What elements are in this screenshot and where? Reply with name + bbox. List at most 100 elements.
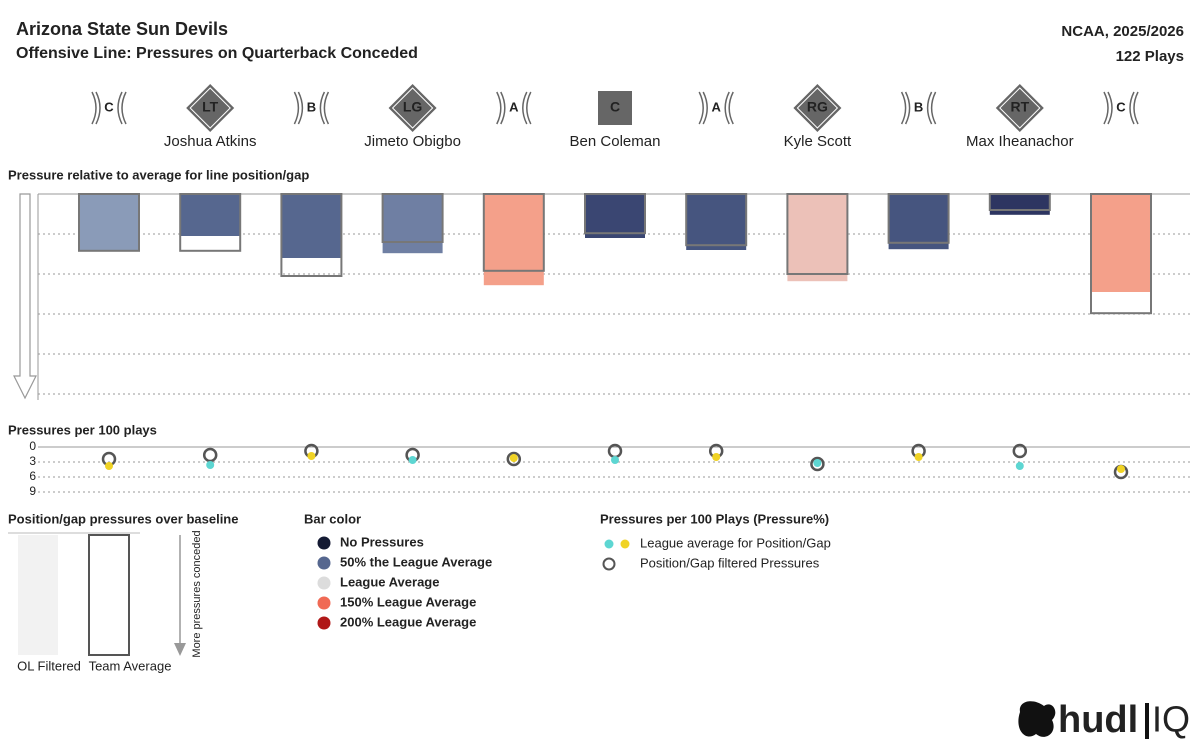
league-average [611,456,619,464]
position-icon [388,84,437,132]
team-average-box [786,193,849,275]
team-average-box [887,193,950,244]
title: Arizona State Sun Devils [16,19,228,39]
legend-swatch [317,576,331,590]
league-average [1117,465,1125,473]
filtered-pressure [506,451,522,467]
gap-label: A [509,99,519,114]
legend-title: Pressures per 100 Plays (Pressure%) [600,511,829,526]
legend-swatch [317,616,331,630]
legend-swatch [18,535,58,655]
logo-mark [1018,701,1056,737]
gap-label: C [104,99,114,114]
gap-bracket [926,91,937,125]
team-average-box [280,193,343,277]
legend-label: Team Average [89,658,172,673]
gap-bracket [91,91,101,125]
league-average [813,459,822,467]
team-average-box [179,193,242,252]
league-average [105,462,113,470]
team-average-box [482,193,545,272]
bar [180,194,241,236]
filtered-pressure [1012,443,1028,459]
league: NCAA, 2025/2026 [1061,23,1184,40]
plays: 122 Plays [1116,48,1184,65]
gap-bracket [117,91,127,125]
legend-arrow-head [174,643,186,656]
player-name: Ben Coleman [570,133,661,150]
gap-bracket [900,91,911,125]
bar [281,194,342,258]
league-average [509,454,518,462]
legend-title: Bar color [304,511,361,526]
logo-text: hudl [1058,699,1138,741]
gap-label: A [712,99,722,114]
y-tick-label: 0 [29,439,36,453]
legend-label: No Pressures [340,534,424,549]
chart-title: Pressures per 100 plays [8,422,157,437]
position-label: RT [1010,99,1029,115]
position-label: LT [202,99,219,115]
legend-swatch [317,536,331,550]
gap-label: B [307,99,316,114]
chart-title: Pressure relative to average for line po… [8,167,309,182]
team-average-box [78,193,140,252]
legend-label: 150% League Average [340,594,476,609]
league-average [307,452,316,460]
legend-swatch [620,539,630,549]
logo-suffix: IQ [1152,699,1190,740]
legend-label: 200% League Average [340,614,476,629]
subtitle: Offensive Line: Pressures on Quarterback… [16,45,418,62]
bar [686,194,747,250]
gap-bracket [496,91,506,125]
player-name: Max Iheanachor [966,133,1074,150]
y-tick-label: 6 [29,469,36,483]
team-average-box [584,193,646,235]
position-label: C [610,99,620,115]
position-icon-inner [391,87,434,129]
position-icon-inner [999,87,1041,129]
position-icon [793,84,842,132]
team-average-box [1090,193,1152,315]
legend-swatch [604,539,614,549]
gap-bracket [319,91,330,125]
gap-bracket [1129,91,1139,125]
legend-label: OL Filtered [17,658,81,673]
league-average [712,453,721,461]
league-average [914,453,923,461]
direction-arrow [13,193,37,400]
position-icon [598,91,632,125]
gap-bracket [698,91,708,125]
bar [382,194,443,254]
team-average-box [381,193,444,243]
logo-bar [1145,703,1149,739]
gap-bracket [1103,91,1113,125]
league-average [206,461,215,469]
gap-label: C [1116,99,1126,114]
player-name: Jimeto Obigbo [364,133,461,150]
bar [1091,194,1151,292]
gap-label: B [914,99,923,114]
position-label: LG [403,99,423,115]
filtered-pressure [810,456,825,472]
y-tick-label: 3 [29,454,36,468]
bar [989,194,1050,215]
gap-bracket [522,91,532,125]
position-icon [995,84,1044,132]
team-average-box [685,193,748,247]
player-name: Kyle Scott [784,133,852,150]
position-icon-inner [796,87,839,129]
position-icon [186,84,235,132]
legend-label: League average for Position/Gap [640,535,831,550]
player-name: Joshua Atkins [164,133,257,150]
team-average-box [988,193,1051,211]
bar [787,194,848,282]
legend-swatch [602,557,616,571]
filtered-pressure [202,447,218,463]
legend-swatch [317,556,331,570]
bar [888,194,949,250]
legend-label: League Average [340,574,439,589]
bar [585,194,645,238]
